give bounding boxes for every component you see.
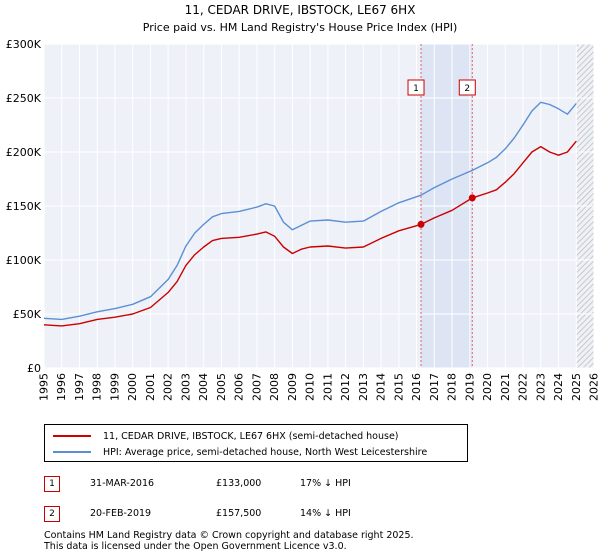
footer: Contains HM Land Registry data © Crown c…	[44, 530, 414, 552]
transaction-row: 2 20-FEB-2019 £157,500 14% ↓ HPI	[44, 506, 564, 524]
hpi-line	[43, 101, 577, 321]
legend-swatch-price-paid	[53, 435, 91, 437]
transaction-badge: 2	[44, 506, 60, 522]
x-tick-label: 2015	[392, 373, 405, 401]
y-tick-label: £100K	[6, 254, 42, 267]
x-tick-label: 2014	[375, 373, 388, 401]
y-tick-label: £0	[27, 362, 41, 375]
legend-label-hpi: HPI: Average price, semi-detached house,…	[103, 446, 428, 458]
transaction-hpi-diff: 17% ↓ HPI	[300, 478, 351, 489]
x-tick-label: 2021	[499, 373, 512, 401]
transaction-badge: 1	[44, 476, 60, 492]
footer-copyright: Contains HM Land Registry data © Crown c…	[44, 530, 414, 541]
legend-swatch-hpi	[53, 451, 91, 453]
x-tick-label: 2016	[410, 373, 423, 401]
y-tick-label: £300K	[6, 38, 42, 51]
price-chart: 11, CEDAR DRIVE, IBSTOCK, LE67 6HX Price…	[6, 3, 600, 401]
x-tick-label: 2023	[534, 373, 547, 401]
x-tick-label: 2025	[570, 373, 583, 401]
x-tick-label: 2008	[268, 373, 281, 401]
x-tick-label: 1997	[73, 373, 86, 401]
sale-label: 1	[413, 84, 419, 94]
sale-label-box	[407, 79, 425, 96]
x-tick-label: 2020	[481, 373, 494, 401]
y-tick-label: £200K	[6, 146, 42, 159]
x-tick-label: 1995	[38, 373, 51, 401]
x-tick-label: 2011	[321, 373, 334, 401]
x-tick-label: 2005	[215, 373, 228, 401]
transaction-hpi-diff: 14% ↓ HPI	[300, 508, 351, 519]
legend-label-price-paid: 11, CEDAR DRIVE, IBSTOCK, LE67 6HX (semi…	[103, 430, 399, 442]
x-tick-label: 2022	[517, 373, 530, 401]
x-tick-label: 2010	[304, 373, 317, 401]
sale-point	[417, 220, 425, 228]
x-tick-label: 2013	[357, 373, 370, 401]
x-tick-label: 2019	[463, 373, 476, 401]
x-tick-label: 2024	[552, 373, 565, 401]
x-tick-label: 1996	[55, 373, 68, 401]
x-tick-label: 2002	[162, 373, 175, 401]
transaction-row: 1 31-MAR-2016 £133,000 17% ↓ HPI	[44, 476, 564, 494]
y-tick-label: £50K	[13, 308, 42, 321]
x-tick-label: 2001	[144, 373, 157, 401]
x-tick-label: 2017	[428, 373, 441, 401]
sale-point	[468, 194, 476, 202]
x-tick-label: 1998	[91, 373, 104, 401]
legend: 11, CEDAR DRIVE, IBSTOCK, LE67 6HX (semi…	[44, 424, 468, 462]
x-tick-label: 2003	[179, 373, 192, 401]
x-tick-label: 1999	[108, 373, 121, 401]
chart-title: 11, CEDAR DRIVE, IBSTOCK, LE67 6HX	[185, 3, 416, 17]
transaction-date: 31-MAR-2016	[90, 478, 155, 489]
x-tick-label: 2004	[197, 373, 210, 401]
sale-label: 2	[464, 84, 470, 94]
x-tick-label: 2000	[126, 373, 139, 401]
x-tick-label: 2012	[339, 373, 352, 401]
y-tick-label: £150K	[6, 200, 42, 213]
transaction-date: 20-FEB-2019	[90, 508, 152, 519]
price-paid-line	[43, 140, 577, 327]
chart-subtitle: Price paid vs. HM Land Registry's House …	[143, 21, 458, 34]
footer-licence: This data is licensed under the Open Gov…	[44, 541, 347, 552]
transaction-price: £157,500	[216, 508, 262, 519]
y-tick-label: £250K	[6, 92, 42, 105]
legend-item-hpi: HPI: Average price, semi-detached house,…	[53, 444, 427, 460]
transaction-price: £133,000	[216, 478, 262, 489]
x-tick-label: 2009	[286, 373, 299, 401]
legend-item-price-paid: 11, CEDAR DRIVE, IBSTOCK, LE67 6HX (semi…	[53, 428, 399, 444]
x-tick-label: 2006	[233, 373, 246, 401]
x-tick-label: 2018	[446, 373, 459, 401]
sale-label-box	[458, 79, 476, 96]
x-tick-label: 2007	[250, 373, 263, 401]
x-tick-label: 2026	[588, 373, 600, 401]
